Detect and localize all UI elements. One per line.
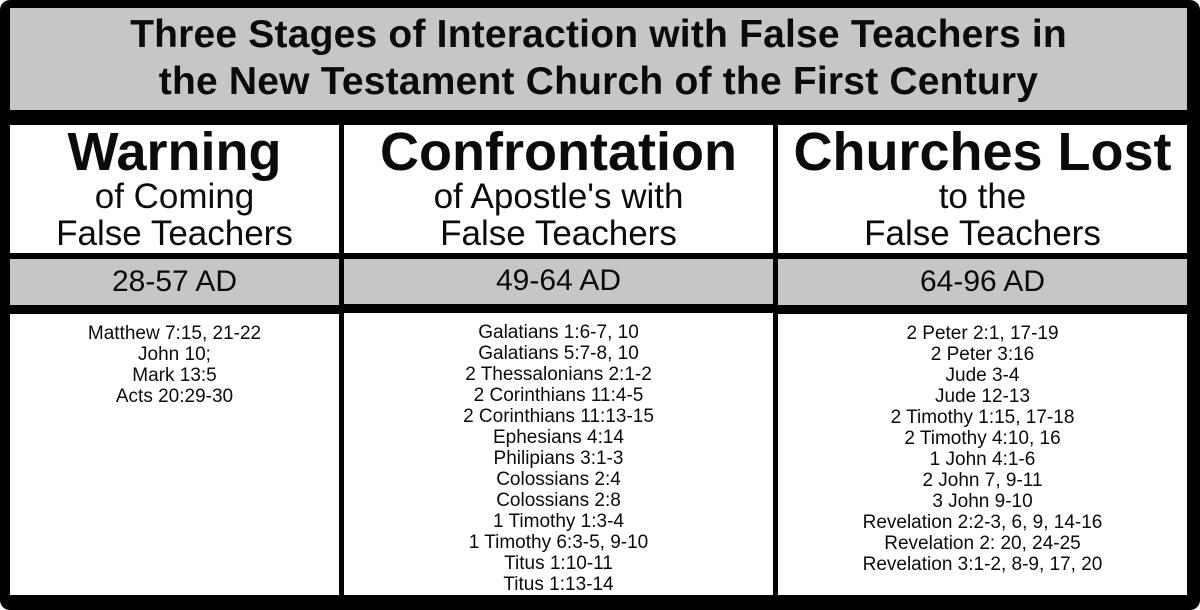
stage-heading: Warning: [67, 122, 282, 183]
scripture-reference: Galatians 5:7-8, 10: [478, 343, 639, 364]
scripture-reference-list: Galatians 1:6-7, 10 Galatians 5:7-8, 10 2 …: [344, 313, 773, 595]
scripture-reference: John 10;: [138, 344, 211, 365]
scripture-reference: Matthew 7:15, 21-22: [87, 323, 262, 344]
scripture-reference: Revelation 2:2-3, 6, 9, 14-16: [862, 512, 1103, 533]
stage-heading: Churches Lost: [793, 122, 1172, 183]
scripture-reference: Revelation 2: 20, 24-25: [884, 533, 1081, 554]
stage-date-band: 28-57 AD: [10, 259, 339, 305]
scripture-reference: Jude 3-4: [945, 365, 1020, 386]
scripture-reference: Galatians 1:6-7, 10: [478, 322, 639, 343]
stage-subtitle-line: of Apostle's with: [433, 177, 684, 216]
stage-date-range: 64-96 AD: [919, 265, 1046, 298]
scripture-reference: 2 Timothy 4:10, 16: [904, 428, 1061, 449]
scripture-reference: 1 Timothy 6:3-5, 9-10: [468, 532, 649, 553]
stage-header-warning: Warning of Coming False Teachers: [10, 125, 339, 253]
scripture-reference: 3 John 9-10: [932, 491, 1033, 512]
scripture-reference: Mark 13:5: [132, 365, 217, 386]
scripture-reference: Acts 20:29-30: [115, 386, 234, 407]
stage-subtitle-line: False Teachers: [440, 213, 677, 253]
scripture-reference: 2 Peter 3:16: [930, 344, 1035, 365]
scripture-reference: 1 Timothy 1:3-4: [493, 511, 624, 532]
stage-column-churches-lost: Churches Lost to the False Teachers 64-9…: [778, 125, 1187, 595]
chart-title-line-2: the New Testament Church of the First Ce…: [158, 60, 1039, 103]
stage-column-warning: Warning of Coming False Teachers 28-57 A…: [10, 125, 339, 595]
stage-subtitle-line: to the: [938, 177, 1027, 217]
chart-title-line-1: Three Stages of Interaction with False T…: [130, 13, 1067, 57]
stage-header-confrontation: Confrontation of Apostle's with False Te…: [344, 125, 773, 253]
scripture-reference: Titus 1:13-14: [503, 574, 614, 595]
stage-date-range: 49-64 AD: [495, 264, 622, 298]
scripture-reference: Revelation 3:1-2, 8-9, 17, 20: [862, 554, 1103, 575]
scripture-reference: Jude 12-13: [934, 386, 1031, 407]
stage-column-confrontation: Confrontation of Apostle's with False Te…: [344, 125, 773, 595]
scripture-reference: Titus 1:10-11: [504, 553, 613, 574]
scripture-reference: 2 Corinthians 11:4-5: [473, 385, 644, 406]
stage-subtitle-line: False Teachers: [864, 214, 1101, 253]
stage-header-churches-lost: Churches Lost to the False Teachers: [778, 125, 1187, 253]
scripture-reference: 1 John 4:1-6: [929, 449, 1036, 470]
stage-subtitle-line: of Coming: [94, 177, 255, 217]
chart-title-band: Three Stages of Interaction with False T…: [10, 8, 1187, 110]
scripture-reference: 2 Peter 2:1, 17-19: [906, 323, 1059, 344]
stage-date-band: 64-96 AD: [778, 259, 1187, 305]
stage-subtitle-line: False Teachers: [56, 214, 293, 253]
scripture-reference: 2 John 7, 9-11: [922, 470, 1043, 491]
scripture-reference: Ephesians 4:14: [493, 427, 624, 448]
stages-table: Warning of Coming False Teachers 28-57 A…: [10, 125, 1187, 595]
scripture-reference: 2 Thessalonians 2:1-2: [465, 364, 652, 385]
scripture-reference: 2 Corinthians 11:13-15: [463, 406, 654, 427]
scripture-reference: Philipians 3:1-3: [493, 448, 624, 469]
scripture-reference: 2 Timothy 1:15, 17-18: [890, 407, 1075, 428]
stage-date-band: 49-64 AD: [344, 258, 773, 304]
scripture-reference: Colossians 2:4: [496, 469, 621, 490]
scripture-reference-list: 2 Peter 2:1, 17-19 2 Peter 3:16 Jude 3-4 Ju…: [778, 314, 1187, 595]
scripture-reference-list: Matthew 7:15, 21-22 John 10; Mark 13:5 Acts…: [10, 314, 339, 595]
stage-heading: Confrontation: [380, 122, 737, 182]
scripture-reference: Colossians 2:8: [496, 490, 621, 511]
stage-date-range: 28-57 AD: [111, 265, 238, 298]
